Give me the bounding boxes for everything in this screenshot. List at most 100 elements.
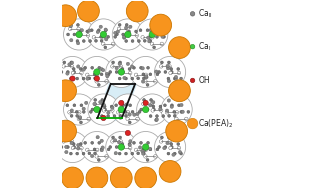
Circle shape: [187, 110, 190, 113]
Circle shape: [107, 73, 110, 76]
Circle shape: [156, 148, 159, 151]
Circle shape: [107, 115, 110, 118]
Circle shape: [180, 103, 183, 107]
Circle shape: [121, 143, 124, 146]
Circle shape: [55, 80, 76, 102]
Circle shape: [141, 80, 145, 83]
Circle shape: [144, 148, 148, 152]
Circle shape: [133, 66, 135, 69]
Circle shape: [126, 111, 130, 114]
Circle shape: [82, 110, 85, 113]
Circle shape: [120, 146, 124, 150]
Circle shape: [177, 121, 180, 124]
Circle shape: [122, 36, 126, 39]
Circle shape: [76, 42, 80, 45]
Circle shape: [106, 56, 137, 88]
Circle shape: [138, 146, 142, 149]
Circle shape: [133, 113, 136, 116]
Circle shape: [190, 78, 195, 83]
Circle shape: [57, 132, 88, 163]
Circle shape: [125, 31, 131, 38]
Circle shape: [97, 108, 100, 111]
Circle shape: [128, 67, 131, 70]
Circle shape: [173, 114, 176, 117]
Circle shape: [125, 130, 130, 136]
Circle shape: [78, 0, 99, 22]
Circle shape: [134, 73, 138, 77]
Circle shape: [135, 167, 157, 189]
Circle shape: [142, 77, 145, 80]
Circle shape: [100, 115, 103, 118]
Circle shape: [170, 105, 173, 108]
Circle shape: [158, 108, 162, 111]
Circle shape: [160, 136, 163, 139]
Circle shape: [111, 106, 114, 109]
Circle shape: [126, 0, 148, 22]
Circle shape: [86, 34, 90, 37]
Circle shape: [166, 120, 188, 142]
Circle shape: [96, 30, 100, 34]
Circle shape: [172, 153, 175, 156]
Circle shape: [158, 146, 160, 149]
Circle shape: [162, 115, 165, 118]
Circle shape: [177, 146, 181, 150]
Circle shape: [163, 146, 166, 150]
Circle shape: [190, 44, 195, 49]
Circle shape: [97, 159, 100, 161]
Circle shape: [98, 66, 101, 69]
Circle shape: [85, 73, 89, 77]
Circle shape: [152, 105, 155, 108]
Circle shape: [91, 108, 94, 111]
Circle shape: [166, 67, 170, 70]
Circle shape: [128, 143, 131, 146]
Circle shape: [115, 66, 118, 70]
Circle shape: [123, 35, 126, 38]
Circle shape: [167, 152, 170, 155]
Circle shape: [115, 33, 118, 36]
Circle shape: [129, 139, 132, 143]
Circle shape: [100, 139, 103, 143]
Circle shape: [93, 102, 97, 106]
Circle shape: [96, 136, 99, 139]
Circle shape: [88, 77, 91, 80]
Circle shape: [95, 39, 97, 42]
Circle shape: [177, 143, 180, 146]
Circle shape: [104, 108, 106, 111]
Circle shape: [101, 146, 104, 149]
Circle shape: [90, 29, 93, 32]
Circle shape: [125, 103, 128, 106]
Circle shape: [103, 105, 106, 108]
Circle shape: [101, 42, 105, 46]
Circle shape: [88, 94, 119, 125]
Circle shape: [81, 56, 112, 88]
Circle shape: [170, 70, 173, 73]
Circle shape: [147, 36, 150, 39]
Circle shape: [167, 79, 171, 83]
Circle shape: [149, 39, 152, 42]
Circle shape: [105, 80, 108, 83]
Circle shape: [66, 72, 69, 75]
Circle shape: [177, 71, 181, 75]
Circle shape: [79, 143, 82, 146]
Circle shape: [91, 66, 94, 69]
Circle shape: [139, 66, 142, 69]
Circle shape: [151, 109, 154, 112]
Circle shape: [104, 28, 107, 31]
Circle shape: [70, 61, 74, 64]
Circle shape: [100, 35, 103, 38]
Circle shape: [159, 65, 163, 68]
Circle shape: [99, 25, 102, 29]
Circle shape: [124, 26, 128, 29]
Circle shape: [177, 67, 180, 70]
Circle shape: [111, 109, 114, 112]
Circle shape: [144, 73, 148, 77]
Circle shape: [141, 36, 144, 39]
Circle shape: [127, 34, 130, 37]
Circle shape: [150, 98, 153, 101]
Circle shape: [128, 143, 131, 146]
Circle shape: [104, 46, 107, 49]
Circle shape: [63, 61, 66, 64]
Circle shape: [168, 136, 170, 139]
Circle shape: [161, 94, 192, 125]
Circle shape: [71, 71, 75, 75]
